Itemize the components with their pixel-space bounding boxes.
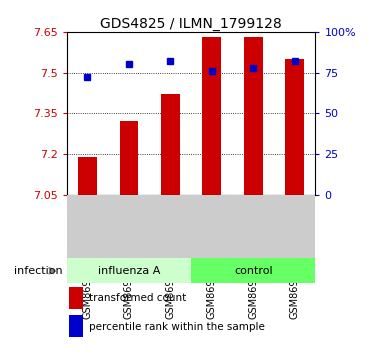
Bar xyxy=(78,157,97,195)
Bar xyxy=(203,37,221,195)
Bar xyxy=(244,37,263,195)
Bar xyxy=(119,121,138,195)
Title: GDS4825 / ILMN_1799128: GDS4825 / ILMN_1799128 xyxy=(100,17,282,31)
Text: control: control xyxy=(234,266,273,276)
Bar xyxy=(69,315,83,337)
Bar xyxy=(161,94,180,195)
Text: transformed count: transformed count xyxy=(89,293,186,303)
Bar xyxy=(191,258,315,283)
Bar xyxy=(67,258,191,283)
Text: infection: infection xyxy=(14,266,63,276)
Bar xyxy=(285,59,304,195)
Bar xyxy=(69,287,83,309)
Text: percentile rank within the sample: percentile rank within the sample xyxy=(89,322,265,332)
Text: influenza A: influenza A xyxy=(98,266,160,276)
